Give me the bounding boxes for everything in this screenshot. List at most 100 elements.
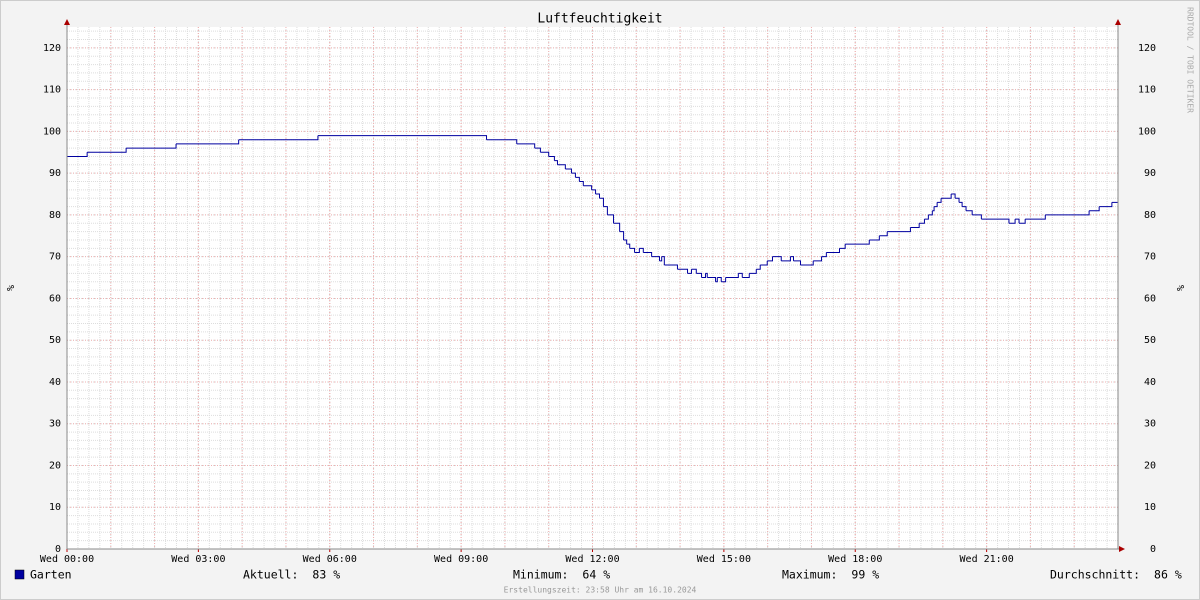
y-tick-label: 120 [43, 43, 61, 54]
line-segment [760, 260, 768, 266]
x-tick-label: Wed 18:00 [828, 554, 882, 565]
line-segment [603, 206, 608, 215]
line-segment [715, 277, 718, 283]
line-segment [937, 198, 942, 203]
y2-tick-label: 80 [1144, 210, 1156, 221]
line-segment [813, 256, 823, 262]
stat-unit: % [603, 568, 610, 582]
line-segment [742, 273, 750, 279]
line-segment [619, 231, 625, 240]
line-segment [800, 260, 814, 266]
line-segment [548, 155, 555, 161]
line-segment [1099, 202, 1113, 208]
line-segment [1015, 218, 1020, 224]
y2-tick-label: 60 [1144, 293, 1156, 304]
y-tick-label: 30 [49, 419, 61, 430]
line-segment [557, 164, 566, 169]
line-segment [661, 256, 665, 266]
line-segment [643, 252, 653, 257]
line-segment [67, 152, 88, 157]
line-segment [845, 239, 870, 245]
y-tick-label: 110 [43, 85, 61, 96]
line-segment [1008, 219, 1016, 224]
line-segment [717, 277, 722, 282]
line-segment [919, 219, 925, 224]
y2-tick-label: 30 [1144, 419, 1156, 430]
y2-tick-label: 100 [1138, 126, 1156, 137]
line-segment [126, 143, 177, 149]
line-segment [579, 181, 584, 186]
stat-unit: % [333, 568, 340, 582]
line-segment [887, 227, 911, 233]
line-segment [595, 193, 601, 199]
y-tick-label: 100 [43, 126, 61, 137]
line-segment [691, 268, 697, 274]
line-segment [651, 256, 661, 261]
y-tick-label: 40 [49, 377, 61, 388]
y-tick-label: 20 [49, 460, 61, 471]
y-axis-label: % [4, 285, 15, 291]
legend-label: Garten [30, 568, 72, 582]
y2-tick-label: 20 [1144, 460, 1156, 471]
y-tick-label: 60 [49, 293, 61, 304]
stat-unit: % [872, 568, 879, 582]
line-segment [565, 168, 572, 174]
y2-tick-label: 120 [1138, 43, 1156, 54]
line-segment [629, 247, 636, 253]
line-segment [955, 197, 960, 203]
line-segment [721, 277, 727, 283]
stat-label: Minimum: [513, 568, 568, 582]
x-tick-label: Wed 06:00 [303, 554, 357, 565]
x-tick-label: Wed 00:00 [40, 554, 94, 565]
watermark: RRDTOOL / TOBI OETIKER [1186, 7, 1195, 113]
line-segment [696, 272, 703, 278]
line-segment [972, 214, 982, 220]
stat-unit: % [1175, 568, 1182, 582]
stat-label: Maximum: [782, 568, 837, 582]
y2-tick-label: 110 [1138, 85, 1156, 96]
y-tick-label: 50 [49, 335, 61, 346]
x-tick-label: Wed 12:00 [565, 554, 619, 565]
line-segment [705, 272, 708, 278]
y-tick-label: 10 [49, 502, 61, 513]
y2-tick-label: 70 [1144, 252, 1156, 263]
line-segment [701, 273, 706, 279]
y2-tick-label: 0 [1150, 544, 1156, 555]
y-tick-label: 70 [49, 252, 61, 263]
legend-swatch [14, 569, 25, 580]
line-segment [1025, 214, 1046, 220]
line-segment [534, 147, 541, 153]
line-segment [687, 269, 692, 274]
x-tick-label: Wed 09:00 [434, 554, 488, 565]
line-segment [317, 135, 488, 140]
line-segment [87, 148, 127, 153]
line-segment [879, 231, 888, 237]
line-segment [664, 264, 678, 270]
line-segment [756, 265, 761, 270]
stat-label: Durchschnitt: [1050, 568, 1140, 582]
line-segment [928, 210, 933, 216]
x-tick-label: Wed 15:00 [697, 554, 751, 565]
stat-value: 64 [582, 568, 596, 582]
line-segment [575, 176, 580, 182]
line-segment [793, 260, 802, 266]
line-segment [951, 193, 956, 199]
line-segment [941, 194, 952, 199]
line-segment [932, 206, 935, 212]
stat-value: 83 [312, 568, 326, 582]
line-segment [1045, 210, 1090, 216]
line-segment [571, 172, 576, 178]
line-segment [934, 202, 938, 208]
axis-arrow [1115, 19, 1121, 25]
line-segment [583, 185, 593, 190]
axis-arrow [1119, 546, 1125, 552]
y2-axis-label: % [1174, 285, 1185, 291]
line-segment [599, 197, 604, 207]
line-segment [821, 252, 827, 258]
line-segment [959, 201, 963, 207]
line-segment [781, 256, 791, 262]
chart-title: Luftfeuchtigkeit [537, 12, 662, 27]
y2-tick-label: 40 [1144, 377, 1156, 388]
line-segment [962, 206, 967, 211]
line-segment [966, 210, 973, 215]
